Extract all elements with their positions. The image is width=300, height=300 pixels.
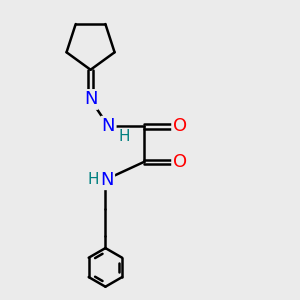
Text: N: N xyxy=(102,117,115,135)
Text: H: H xyxy=(87,172,99,187)
Text: O: O xyxy=(173,153,187,171)
Text: O: O xyxy=(173,117,187,135)
Text: N: N xyxy=(100,171,114,189)
Text: N: N xyxy=(84,91,97,109)
Text: H: H xyxy=(118,129,130,144)
